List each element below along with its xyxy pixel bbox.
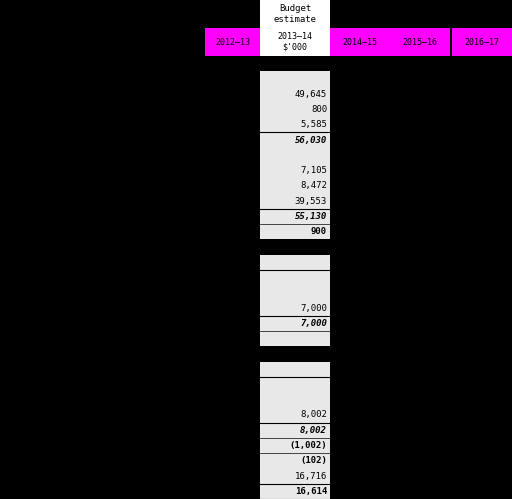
Bar [260,148,330,163]
Bar [260,254,330,270]
Bar [260,484,330,499]
Text: 8,002: 8,002 [300,426,327,435]
Bar [0,254,512,270]
Bar [260,331,330,346]
Bar [260,392,330,407]
Bar [0,438,512,453]
Text: 56,030: 56,030 [295,136,327,145]
Bar [452,28,512,56]
Bar [260,0,330,28]
Bar [0,56,512,71]
Bar [260,102,330,117]
Bar [260,163,330,178]
Bar [0,178,512,194]
Text: 2014–15: 2014–15 [343,37,377,46]
Bar [0,86,512,102]
Bar [0,117,512,132]
Bar [0,469,512,484]
Bar [0,285,512,300]
Bar [260,300,330,316]
Bar [0,240,512,254]
Bar [0,392,512,407]
Text: 55,130: 55,130 [295,212,327,221]
Bar [260,194,330,209]
Bar [0,377,512,392]
Bar [0,209,512,224]
Text: 900: 900 [311,227,327,236]
Text: 800: 800 [311,105,327,114]
Bar [0,331,512,346]
Bar [260,361,330,377]
Text: 2013–14
$'000: 2013–14 $'000 [278,32,312,52]
Text: 16,716: 16,716 [295,472,327,481]
Bar [260,71,330,86]
Bar [260,117,330,132]
Text: 5,585: 5,585 [300,120,327,129]
Bar [330,28,390,56]
Text: 2015–16: 2015–16 [402,37,437,46]
Bar [260,28,330,56]
Text: 49,645: 49,645 [295,90,327,99]
Bar [260,132,330,148]
Bar [0,346,512,361]
Bar [0,423,512,438]
Bar [0,316,512,331]
Text: 7,105: 7,105 [300,166,327,175]
Text: (102): (102) [300,456,327,465]
Text: 8,472: 8,472 [300,181,327,190]
Bar [260,377,330,392]
Bar [0,102,512,117]
Bar [260,224,330,240]
Bar [0,194,512,209]
Text: 7,000: 7,000 [300,303,327,312]
Bar [260,346,330,361]
Bar [0,407,512,423]
Text: 39,553: 39,553 [295,197,327,206]
Bar [0,28,205,56]
Bar [260,86,330,102]
Bar [260,423,330,438]
Bar [260,56,330,71]
Bar [260,270,330,285]
Bar [0,71,512,86]
Text: Budget
estimate: Budget estimate [273,4,316,23]
Text: 16,614: 16,614 [295,487,327,496]
Text: 2016–17: 2016–17 [464,37,500,46]
Bar [260,469,330,484]
Text: 2012–13: 2012–13 [215,37,250,46]
Bar [0,224,512,240]
Text: (1,002): (1,002) [289,441,327,450]
Bar [0,361,512,377]
Bar [0,300,512,316]
Bar [390,28,450,56]
Bar [260,316,330,331]
Bar [260,209,330,224]
Bar [0,484,512,499]
Bar [205,28,260,56]
Text: 8,002: 8,002 [300,411,327,420]
Bar [260,407,330,423]
Bar [0,132,512,148]
Text: 7,000: 7,000 [300,319,327,328]
Bar [260,285,330,300]
Bar [0,163,512,178]
Bar [260,178,330,194]
Bar [260,453,330,469]
Bar [0,453,512,469]
Bar [260,240,330,254]
Bar [0,148,512,163]
Bar [260,438,330,453]
Bar [0,270,512,285]
